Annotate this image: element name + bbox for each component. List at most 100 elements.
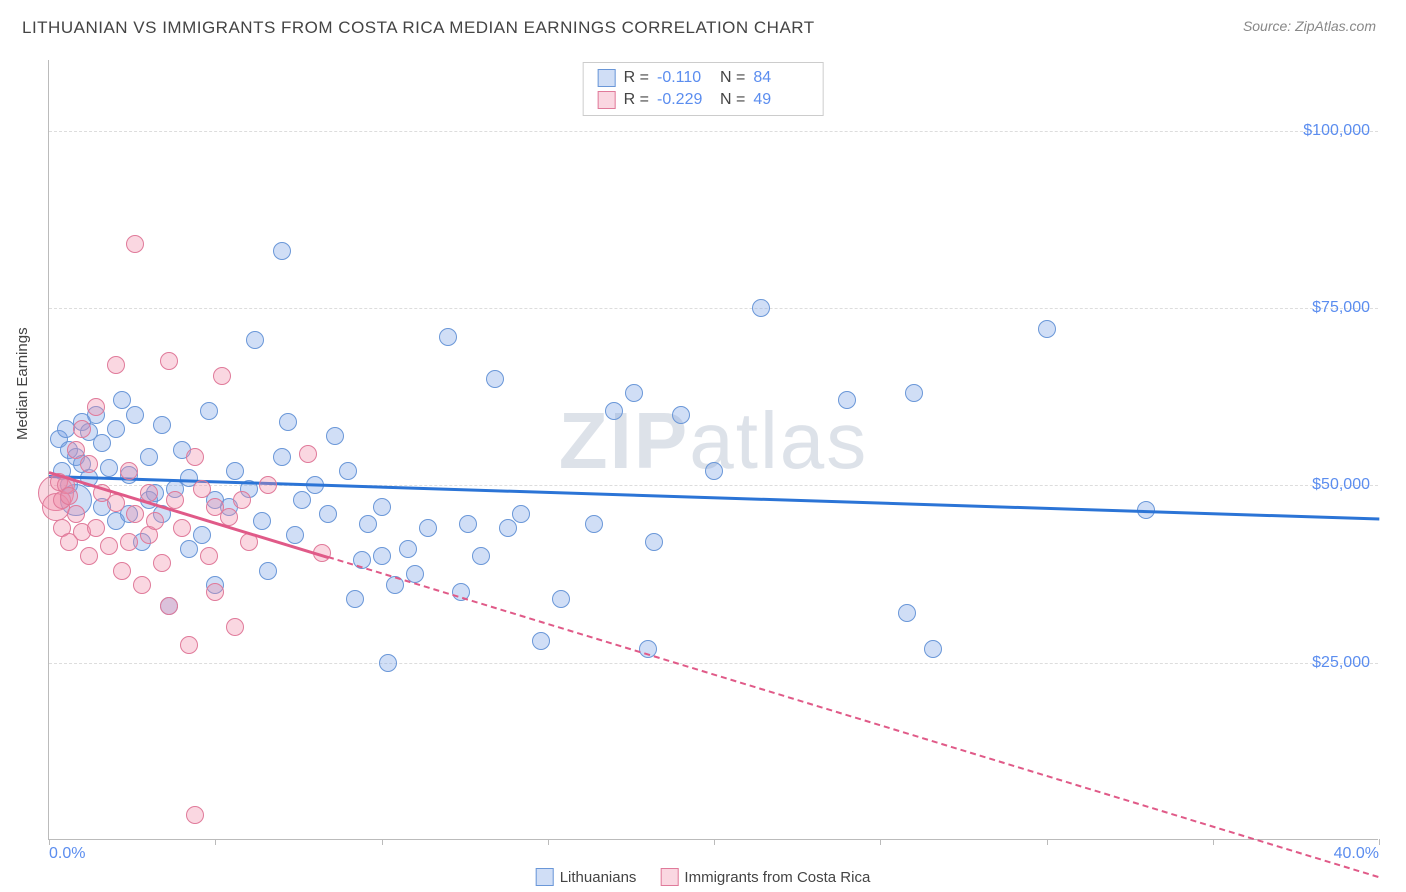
gridline bbox=[49, 131, 1378, 132]
legend-item: Lithuanians bbox=[536, 868, 637, 886]
scatter-point bbox=[87, 519, 105, 537]
chart-plot-area: ZIPatlas $25,000$50,000$75,000$100,0000.… bbox=[48, 60, 1378, 840]
x-tick bbox=[382, 839, 383, 845]
y-axis-label: Median Earnings bbox=[14, 327, 31, 440]
scatter-point bbox=[100, 459, 118, 477]
scatter-point bbox=[645, 533, 663, 551]
scatter-point bbox=[279, 413, 297, 431]
scatter-point bbox=[107, 356, 125, 374]
scatter-point bbox=[126, 406, 144, 424]
scatter-point bbox=[1038, 320, 1056, 338]
scatter-point bbox=[93, 434, 111, 452]
scatter-point bbox=[200, 402, 218, 420]
scatter-point bbox=[346, 590, 364, 608]
scatter-point bbox=[319, 505, 337, 523]
scatter-point bbox=[180, 636, 198, 654]
scatter-point bbox=[213, 367, 231, 385]
scatter-point bbox=[126, 235, 144, 253]
scatter-point bbox=[80, 455, 98, 473]
scatter-point bbox=[126, 505, 144, 523]
scatter-point bbox=[120, 462, 138, 480]
scatter-point bbox=[206, 583, 224, 601]
legend-r-label: R = bbox=[624, 69, 649, 87]
legend-n-label: N = bbox=[720, 91, 745, 109]
scatter-point bbox=[439, 328, 457, 346]
scatter-point bbox=[499, 519, 517, 537]
legend-swatch bbox=[598, 91, 616, 109]
scatter-point bbox=[226, 462, 244, 480]
scatter-point bbox=[100, 537, 118, 555]
scatter-point bbox=[585, 515, 603, 533]
scatter-point bbox=[60, 487, 78, 505]
scatter-point bbox=[153, 554, 171, 572]
scatter-point bbox=[373, 498, 391, 516]
y-tick-label: $75,000 bbox=[1312, 299, 1370, 317]
scatter-point bbox=[186, 448, 204, 466]
scatter-point bbox=[173, 519, 191, 537]
scatter-point bbox=[67, 441, 85, 459]
legend-item: Immigrants from Costa Rica bbox=[660, 868, 870, 886]
scatter-point bbox=[286, 526, 304, 544]
scatter-point bbox=[486, 370, 504, 388]
scatter-point bbox=[672, 406, 690, 424]
trend-line-dashed bbox=[328, 556, 1379, 878]
scatter-point bbox=[339, 462, 357, 480]
scatter-point bbox=[166, 491, 184, 509]
scatter-point bbox=[253, 512, 271, 530]
legend-n-value: 84 bbox=[753, 69, 808, 87]
scatter-point bbox=[133, 576, 151, 594]
legend-swatch bbox=[536, 868, 554, 886]
scatter-point bbox=[512, 505, 530, 523]
scatter-point bbox=[140, 448, 158, 466]
scatter-point bbox=[107, 420, 125, 438]
scatter-point bbox=[107, 494, 125, 512]
scatter-point bbox=[180, 540, 198, 558]
scatter-point bbox=[57, 420, 75, 438]
legend-r-value: -0.229 bbox=[657, 91, 712, 109]
scatter-point bbox=[326, 427, 344, 445]
source-text: Source: ZipAtlas.com bbox=[1243, 18, 1376, 34]
x-tick bbox=[1379, 839, 1380, 845]
scatter-point bbox=[625, 384, 643, 402]
scatter-point bbox=[898, 604, 916, 622]
y-tick-label: $50,000 bbox=[1312, 476, 1370, 494]
scatter-point bbox=[399, 540, 417, 558]
legend-row: R =-0.229N =49 bbox=[598, 89, 809, 111]
legend-swatch bbox=[660, 868, 678, 886]
correlation-legend: R =-0.110N =84R =-0.229N =49 bbox=[583, 62, 824, 116]
x-tick bbox=[215, 839, 216, 845]
scatter-point bbox=[924, 640, 942, 658]
scatter-point bbox=[87, 398, 105, 416]
scatter-point bbox=[80, 547, 98, 565]
scatter-point bbox=[146, 512, 164, 530]
legend-n-label: N = bbox=[720, 69, 745, 87]
scatter-point bbox=[186, 806, 204, 824]
legend-n-value: 49 bbox=[753, 91, 808, 109]
scatter-point bbox=[193, 526, 211, 544]
scatter-point bbox=[359, 515, 377, 533]
scatter-point bbox=[73, 420, 91, 438]
x-tick bbox=[714, 839, 715, 845]
scatter-point bbox=[752, 299, 770, 317]
scatter-point bbox=[246, 331, 264, 349]
scatter-point bbox=[200, 547, 218, 565]
x-tick bbox=[1213, 839, 1214, 845]
y-tick-label: $25,000 bbox=[1312, 654, 1370, 672]
legend-r-value: -0.110 bbox=[657, 69, 712, 87]
scatter-point bbox=[293, 491, 311, 509]
chart-title: LITHUANIAN VS IMMIGRANTS FROM COSTA RICA… bbox=[22, 18, 815, 38]
scatter-point bbox=[113, 562, 131, 580]
x-tick bbox=[880, 839, 881, 845]
scatter-point bbox=[552, 590, 570, 608]
scatter-point bbox=[419, 519, 437, 537]
scatter-point bbox=[259, 562, 277, 580]
y-tick-label: $100,000 bbox=[1303, 122, 1370, 140]
gridline bbox=[49, 308, 1378, 309]
scatter-point bbox=[905, 384, 923, 402]
scatter-point bbox=[273, 242, 291, 260]
scatter-point bbox=[379, 654, 397, 672]
gridline bbox=[49, 663, 1378, 664]
x-tick-label: 0.0% bbox=[49, 845, 85, 863]
legend-label: Lithuanians bbox=[560, 869, 637, 886]
legend-label: Immigrants from Costa Rica bbox=[684, 869, 870, 886]
